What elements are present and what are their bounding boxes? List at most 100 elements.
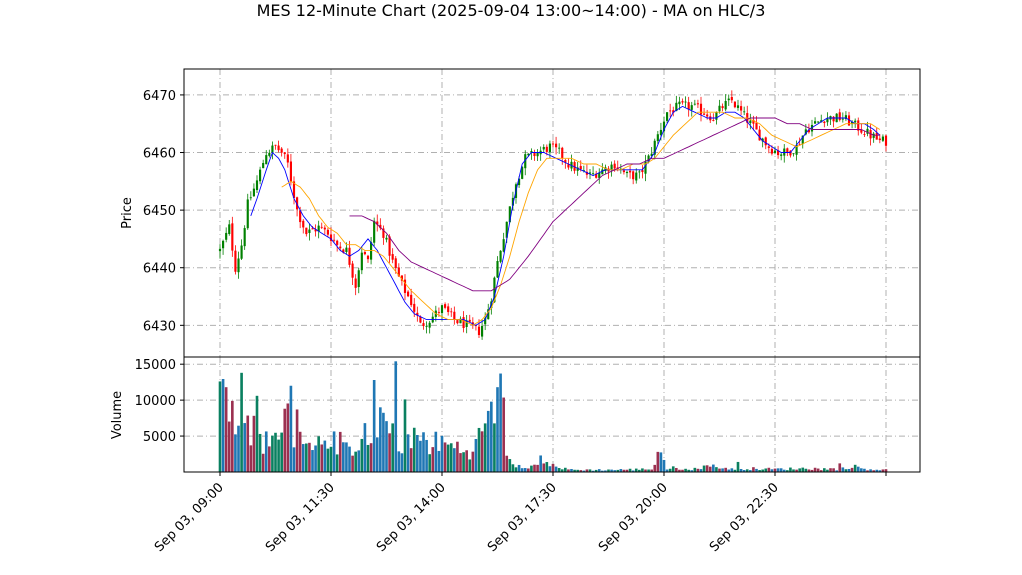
- price-tick-label: 6430: [143, 319, 176, 334]
- volume-bar: [453, 448, 456, 472]
- volume-bar: [573, 469, 576, 472]
- candle-body: [388, 236, 391, 256]
- candle-body: [585, 171, 588, 175]
- candle-body: [292, 181, 296, 198]
- volume-bar: [699, 469, 703, 472]
- volume-grid: [184, 357, 920, 472]
- volume-bar: [366, 444, 370, 472]
- candle-body: [311, 228, 314, 230]
- volume-bar: [428, 454, 431, 472]
- volume-bar: [345, 442, 348, 472]
- candle-body: [302, 220, 305, 228]
- volume-bar: [274, 432, 277, 472]
- candle-body: [265, 155, 268, 165]
- price-tick-label: 6470: [143, 89, 176, 104]
- volume-bar: [542, 463, 546, 472]
- volume-bar: [585, 469, 589, 472]
- candle-body: [662, 121, 666, 132]
- candle-body: [653, 140, 656, 155]
- volume-bar: [277, 439, 280, 472]
- volume-bar: [745, 469, 749, 472]
- volume-bar: [292, 447, 296, 472]
- candle-body: [773, 150, 777, 153]
- candle-body: [860, 130, 863, 133]
- volume-bar: [391, 423, 394, 472]
- volume-bar: [465, 450, 468, 472]
- candle-body: [579, 166, 582, 170]
- volume-bar: [431, 447, 435, 472]
- candle-body: [487, 309, 490, 320]
- volume-bar: [271, 435, 274, 472]
- volume-bar: [372, 380, 376, 472]
- volume-bar: [764, 468, 768, 472]
- candle-body: [459, 318, 462, 324]
- volume-bar: [462, 452, 465, 472]
- candle-body: [764, 137, 767, 146]
- volume-bar: [400, 453, 404, 472]
- volume-bar: [268, 446, 271, 472]
- candle-body: [823, 121, 826, 124]
- candle-body: [385, 237, 388, 240]
- candle-body: [656, 134, 659, 142]
- candle-body: [551, 143, 555, 145]
- volume-bar: [650, 469, 653, 472]
- candle-body: [228, 224, 231, 234]
- candle-body: [259, 169, 262, 182]
- candle-body: [727, 98, 730, 101]
- volume-bar: [742, 470, 746, 472]
- volume-bar: [668, 468, 672, 472]
- volume-bar: [564, 467, 567, 472]
- volume-bar: [721, 468, 724, 472]
- candle-body: [505, 221, 508, 238]
- candle-body: [881, 136, 884, 141]
- volume-bar: [295, 409, 299, 472]
- candle-body: [286, 154, 289, 163]
- candle-body: [225, 232, 228, 240]
- volume-bar: [490, 401, 493, 472]
- volume-bar: [456, 441, 459, 472]
- candle-body: [305, 227, 308, 235]
- candle-body: [558, 147, 561, 149]
- candle-body: [866, 128, 869, 134]
- candle-body: [598, 172, 601, 178]
- candle-body: [696, 103, 699, 105]
- volume-bar: [579, 470, 583, 472]
- candle-body: [339, 246, 342, 249]
- candle-body: [484, 318, 487, 325]
- volume-bar: [705, 465, 709, 472]
- volume-bar: [789, 467, 792, 472]
- volume-bar: [804, 468, 808, 472]
- candle-body: [545, 146, 548, 152]
- candle-body: [234, 250, 237, 272]
- candle-body: [477, 326, 481, 336]
- volume-bar: [406, 434, 410, 472]
- candle-body: [527, 153, 530, 156]
- price-axis-label: Price: [120, 197, 135, 229]
- volume-bar: [675, 467, 678, 472]
- volume-bar: [560, 469, 564, 472]
- candle-body: [792, 153, 795, 155]
- volume-bar: [375, 437, 379, 472]
- volume-bar: [631, 470, 635, 472]
- candle-body: [542, 146, 545, 150]
- volume-bar: [388, 433, 391, 472]
- candle-body: [382, 228, 385, 238]
- volume-bar: [718, 468, 721, 472]
- candle-body: [878, 138, 881, 141]
- candle-body: [255, 180, 259, 191]
- volume-bar: [594, 469, 598, 472]
- volume-bar: [678, 469, 681, 472]
- volume-bar: [320, 444, 324, 472]
- volume-bar: [813, 467, 817, 472]
- candle-body: [530, 151, 533, 153]
- candle-body: [826, 118, 829, 123]
- volume-bar: [628, 468, 632, 472]
- volume-bar: [218, 381, 222, 472]
- candle-body: [601, 169, 604, 175]
- candle-body: [262, 162, 265, 169]
- candle-body: [533, 152, 536, 157]
- candle-body: [715, 112, 718, 120]
- volume-bar: [671, 466, 675, 472]
- candle-body: [342, 249, 345, 253]
- volume-bar: [749, 470, 752, 472]
